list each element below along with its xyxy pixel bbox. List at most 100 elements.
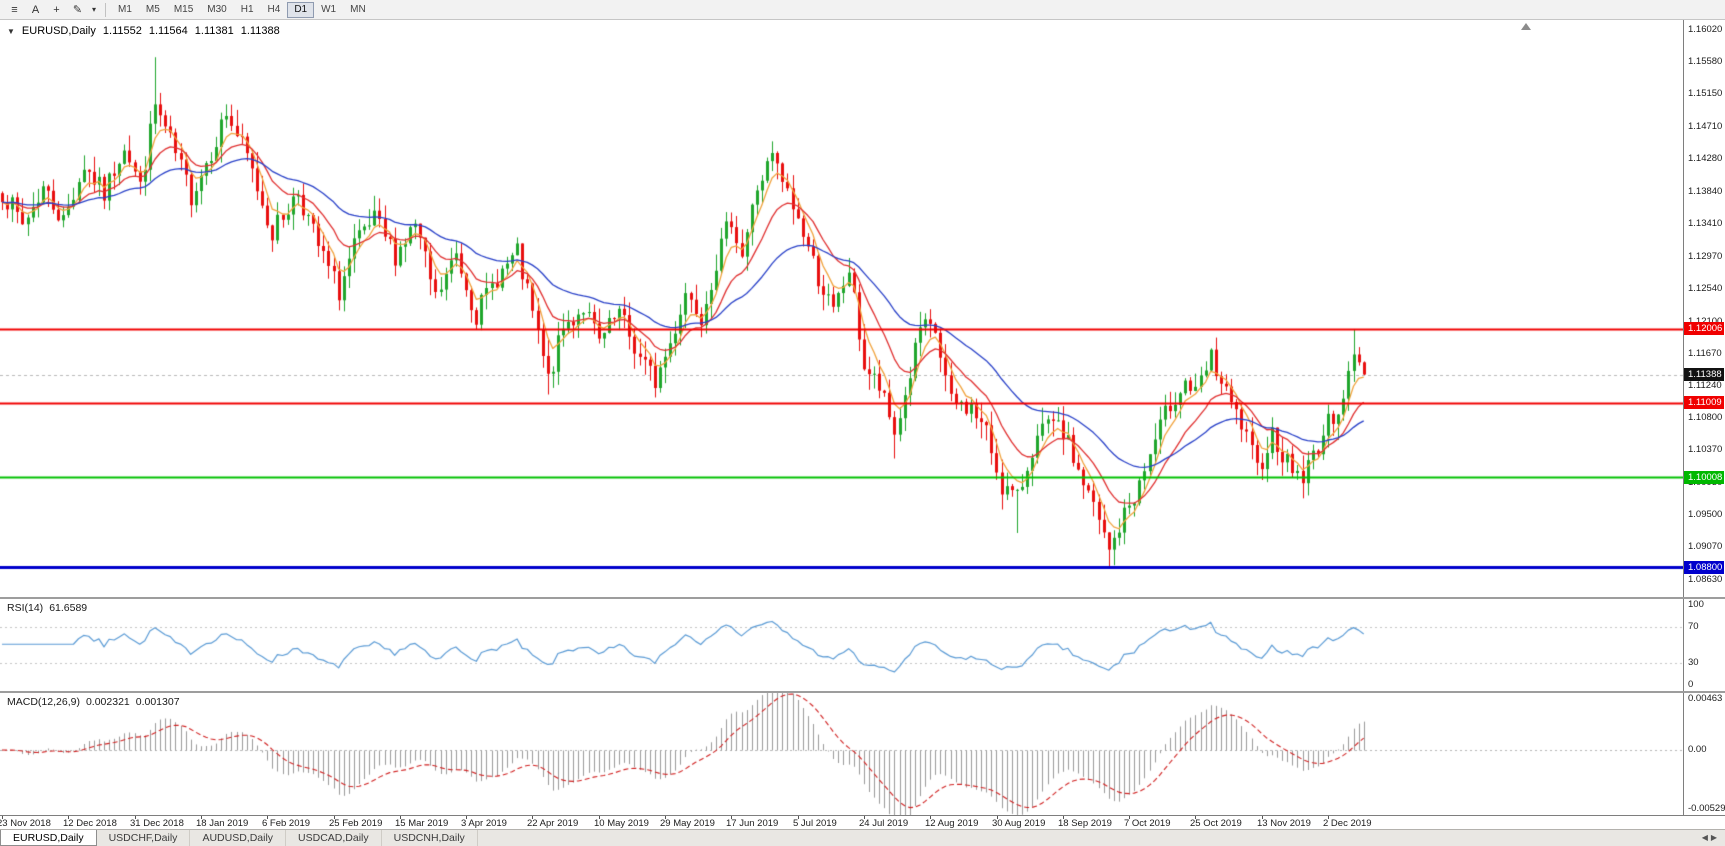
top-toolbar: ≡ A + ✎ ▾ M1 M5 M15 M30 H1 H4 D1 W1 MN (0, 0, 1725, 20)
time-tick (997, 816, 998, 819)
timeframe-mn[interactable]: MN (343, 2, 373, 18)
time-axis-label: 30 Aug 2019 (992, 818, 1046, 829)
main-chart-panel: ▼ EURUSD,Daily 1.11552 1.11564 1.11381 1… (0, 20, 1725, 597)
chart-tabs: EURUSD,Daily USDCHF,Daily AUDUSD,Daily USDC… (0, 830, 478, 846)
ohlc-open: 1.11552 (102, 25, 142, 37)
timeframe-w1[interactable]: W1 (314, 2, 343, 18)
time-axis[interactable]: 23 Nov 2018 12 Dec 2018 31 Dec 2018 18 Jan … (0, 815, 1725, 829)
chart-tab-audusd[interactable]: AUDUSD,Daily (190, 830, 287, 846)
time-axis-label: 22 Apr 2019 (527, 818, 579, 829)
time-tick (201, 816, 202, 819)
timeframe-h4[interactable]: H4 (261, 2, 288, 18)
rsi-canvas[interactable] (0, 599, 1683, 691)
price-axis-label: 1.09500 (1688, 509, 1723, 521)
tab-scroll-arrows: ◀ ▶ (1702, 830, 1725, 846)
time-tick (68, 816, 69, 819)
macd-canvas[interactable] (0, 693, 1683, 815)
time-axis-label: 18 Jan 2019 (196, 818, 249, 829)
price-axis-label: 1.11670 (1688, 347, 1722, 359)
time-tick (1063, 816, 1064, 819)
time-axis-label: 13 Nov 2019 (1257, 818, 1311, 829)
price-axis-label: 1.12970 (1688, 250, 1723, 262)
macd-axis-label: 0.00463 (1688, 693, 1723, 704)
price-chart-canvas[interactable] (0, 20, 1683, 597)
rsi-axis-label: 100 (1688, 599, 1704, 610)
chart-tab-usdcad[interactable]: USDCAD,Daily (286, 830, 382, 846)
price-axis-label: 1.10800 (1688, 412, 1723, 424)
price-axis-label: 1.08630 (1688, 573, 1723, 585)
time-tick (731, 816, 732, 819)
chart-area: ▼ EURUSD,Daily 1.11552 1.11564 1.11381 1… (0, 20, 1725, 846)
chart-tab-usdcnh[interactable]: USDCNH,Daily (382, 830, 478, 846)
time-tick (1328, 816, 1329, 819)
time-axis-label: 31 Dec 2018 (130, 818, 184, 829)
time-axis-label: 3 Apr 2019 (461, 818, 507, 829)
time-axis-label: 15 Mar 2019 (395, 818, 449, 829)
price-axis-label: 1.11240 (1688, 379, 1722, 391)
time-tick (1129, 816, 1130, 819)
price-badge-1.11009: 1.11009 (1684, 396, 1724, 410)
timeframe-d1[interactable]: D1 (287, 1, 315, 18)
macd-label: MACD(12,26,9) (7, 696, 80, 708)
timeframe-m1[interactable]: M1 (111, 2, 139, 18)
rsi-axis[interactable]: 100 70 30 0 (1683, 599, 1725, 691)
time-tick (135, 816, 136, 819)
price-axis-label: 1.15150 (1688, 88, 1723, 100)
macd-indicator-panel: MACD(12,26,9) 0.002321 0.001307 0.00463 0… (0, 693, 1725, 815)
timeframe-group: M1 M5 M15 M30 H1 H4 D1 W1 MN (111, 1, 373, 18)
chart-title: ▼ EURUSD,Daily 1.11552 1.11564 1.11381 1… (7, 25, 280, 37)
tool-group: ≡ A + ✎ ▾ (4, 1, 100, 18)
crosshair-tool-icon[interactable]: + (46, 1, 67, 18)
chart-tab-usdchf[interactable]: USDCHF,Daily (97, 830, 191, 846)
collapse-icon[interactable]: ▼ (7, 26, 15, 36)
price-axis-label: 1.14710 (1688, 121, 1723, 133)
timeframe-m30[interactable]: M30 (200, 2, 233, 18)
macd-axis-label: -0.00529 (1688, 803, 1725, 814)
time-axis-label: 18 Sep 2019 (1058, 818, 1112, 829)
draw-tool-dropdown-icon[interactable]: ▾ (88, 1, 100, 18)
chart-shift-marker[interactable] (1521, 23, 1531, 30)
time-axis-label: 10 May 2019 (594, 818, 649, 829)
time-axis-label: 5 Jul 2019 (793, 818, 837, 829)
time-tick (2, 816, 3, 819)
main-price-axis[interactable]: 1.16020 1.15580 1.15150 1.14710 1.14280 1.138… (1683, 20, 1725, 597)
ohlc-close: 1.11388 (240, 25, 280, 37)
ohlc-low: 1.11381 (194, 25, 234, 37)
timeframe-m15[interactable]: M15 (167, 2, 200, 18)
toolbar-separator (105, 2, 106, 17)
rsi-title: RSI(14) 61.6589 (7, 602, 87, 614)
draw-tool-icon[interactable]: ✎ (67, 1, 88, 18)
timeframe-m5[interactable]: M5 (139, 2, 167, 18)
text-annotation-tool-icon[interactable]: A (25, 1, 46, 18)
time-tick (267, 816, 268, 819)
chart-properties-icon[interactable]: ≡ (4, 1, 25, 18)
panel-splitter-macd[interactable] (0, 691, 1725, 693)
timeframe-h1[interactable]: H1 (234, 2, 261, 18)
chart-tab-eurusd[interactable]: EURUSD,Daily (0, 830, 97, 846)
rsi-axis-label: 30 (1688, 657, 1699, 669)
panel-splitter-rsi[interactable] (0, 597, 1725, 599)
time-axis-label: 23 Nov 2018 (0, 818, 51, 829)
tabs-scroll-left-icon[interactable]: ◀ (1701, 833, 1708, 842)
price-badge-1.08800: 1.08800 (1684, 560, 1724, 574)
macd-axis-label: 0.00 (1688, 743, 1707, 755)
time-axis-label: 6 Feb 2019 (262, 818, 311, 829)
macd-axis[interactable]: 0.00463 0.00 -0.00529 (1683, 693, 1725, 815)
time-axis-label: 25 Feb 2019 (329, 818, 383, 829)
price-badge-1.12006: 1.12006 (1684, 322, 1724, 336)
tabs-scroll-right-icon[interactable]: ▶ (1710, 833, 1717, 842)
time-axis-label: 29 May 2019 (660, 818, 715, 829)
chart-tab-bar: EURUSD,Daily USDCHF,Daily AUDUSD,Daily USDC… (0, 829, 1725, 846)
macd-main-value: 0.002321 (85, 696, 130, 708)
price-axis-label: 1.10370 (1688, 444, 1723, 456)
price-axis-label: 1.09070 (1688, 541, 1723, 553)
price-axis-label: 1.14280 (1688, 153, 1723, 165)
time-axis-label: 7 Oct 2019 (1124, 818, 1171, 829)
time-tick (466, 816, 467, 819)
price-axis-label: 1.15580 (1688, 56, 1723, 68)
time-tick (1195, 816, 1196, 819)
rsi-label: RSI(14) (7, 602, 44, 614)
time-axis-label: 17 Jun 2019 (726, 818, 779, 829)
price-axis-label: 1.12540 (1688, 282, 1723, 294)
time-tick (798, 816, 799, 819)
